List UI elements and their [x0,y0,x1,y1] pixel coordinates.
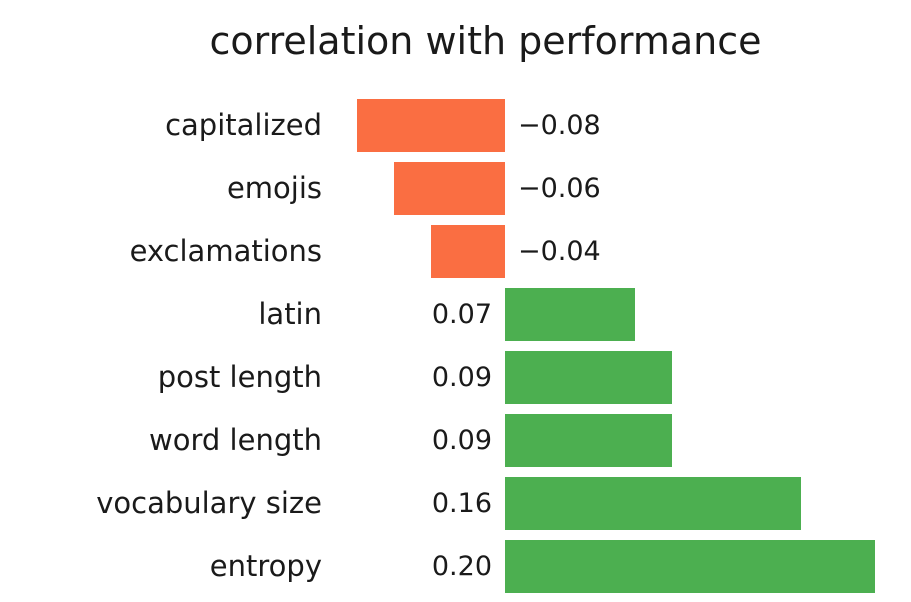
category-label-latin: latin [258,297,322,331]
bar-exclamations [431,225,505,278]
chart-title: correlation with performance [209,19,762,63]
value-label-vocabulary-size: 0.16 [431,488,492,519]
value-label-entropy: 0.20 [431,551,492,582]
value-label-latin: 0.07 [431,299,492,330]
value-label-word-length: 0.09 [431,425,492,456]
category-label-entropy: entropy [209,549,322,583]
bar-latin [505,288,635,341]
value-label-post-length: 0.09 [431,362,492,393]
chart-row-latin: latin 0.07 [0,285,911,348]
chart-row-capitalized: capitalized −0.08 [0,96,911,159]
category-label-emojis: emojis [226,171,322,205]
chart-row-exclamations: exclamations −0.04 [0,222,911,285]
value-label-emojis: −0.06 [518,173,601,204]
bar-entropy [505,540,875,593]
chart-row-vocabulary-size: vocabulary size 0.16 [0,474,911,537]
category-label-vocabulary-size: vocabulary size [96,486,322,520]
category-label-capitalized: capitalized [165,108,322,142]
bar-vocabulary-size [505,477,801,530]
bar-word-length [505,414,672,467]
value-label-exclamations: −0.04 [518,236,601,267]
category-label-word-length: word length [149,423,322,457]
category-label-post-length: post length [157,360,322,394]
chart-row-post-length: post length 0.09 [0,348,911,411]
bar-capitalized [357,99,505,152]
category-label-exclamations: exclamations [129,234,322,268]
chart-row-entropy: entropy 0.20 [0,537,911,600]
chart-row-emojis: emojis −0.06 [0,159,911,222]
chart-row-word-length: word length 0.09 [0,411,911,474]
value-label-capitalized: −0.08 [518,110,601,141]
bar-post-length [505,351,672,404]
bar-emojis [394,162,505,215]
